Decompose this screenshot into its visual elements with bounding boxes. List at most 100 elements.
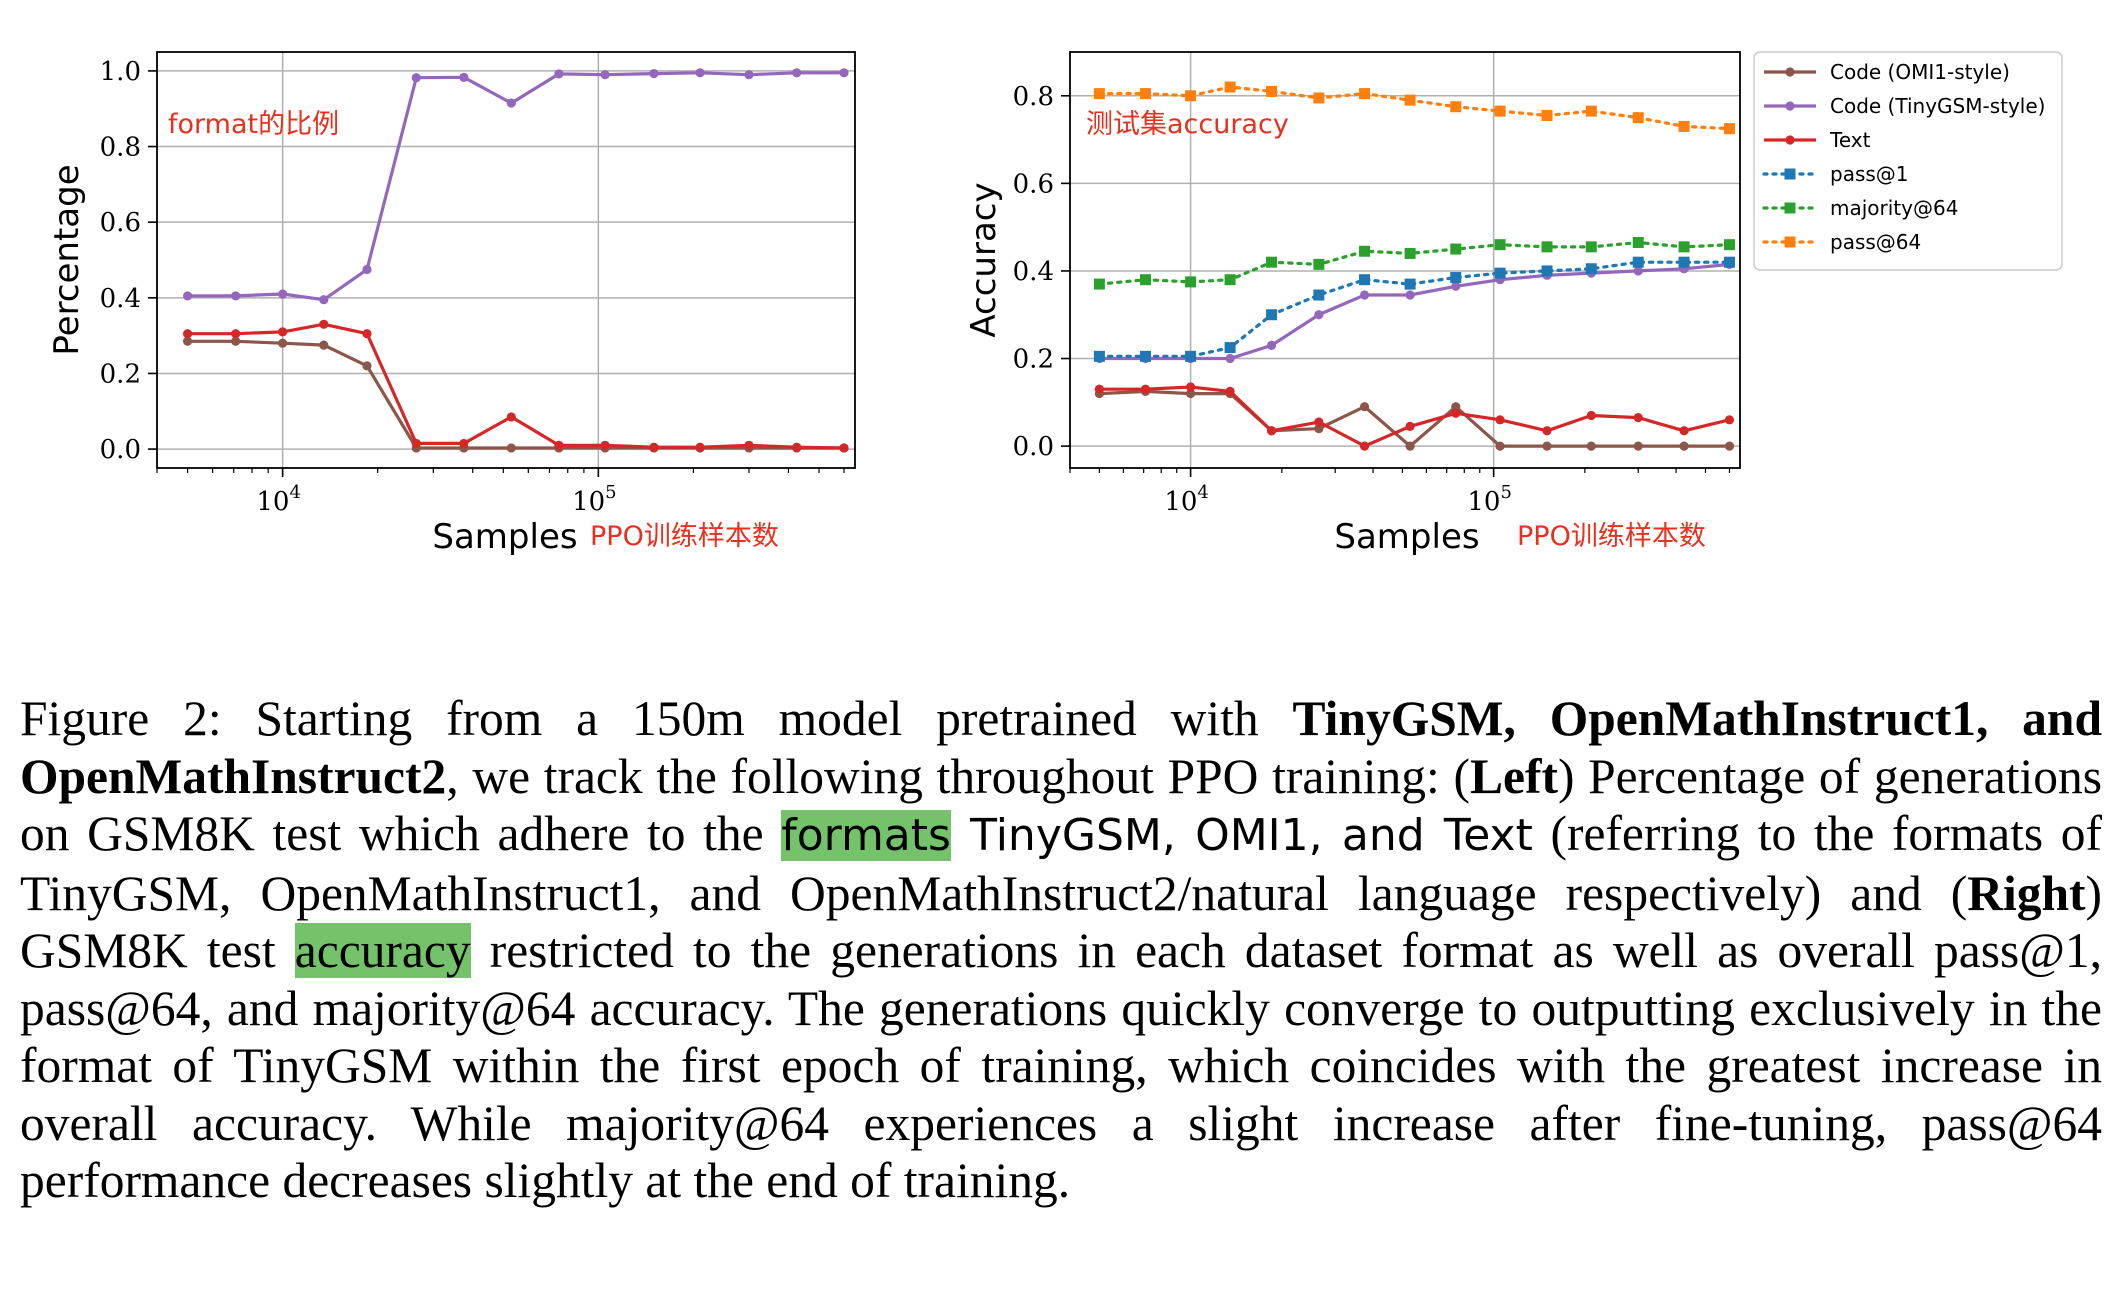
data-point [1405,421,1415,431]
data-point [1541,241,1553,253]
data-point [1495,441,1505,451]
data-point [1185,276,1197,288]
data-point [1451,281,1461,291]
y-tick-label: 0.0 [1013,432,1054,462]
data-point [1359,88,1371,100]
data-point [1140,274,1152,286]
data-point [506,98,516,108]
y-tick-label: 0.2 [100,359,141,389]
caption-text: ) Percentage of generations on GSM8K tes… [20,748,2102,862]
legend-label: Text [1829,128,1871,152]
data-point [1094,384,1104,394]
caption-text: Figure 2: Starting from a 150m model pre… [20,691,1293,746]
legend-label: Code (TinyGSM-style) [1830,94,2045,118]
data-point [1140,384,1151,394]
data-point [459,72,469,82]
data-point [319,340,329,350]
caption-text: , we track the following throughout PPO … [446,748,1470,804]
data-point [1451,408,1461,418]
x-axis-label: Samples [1334,517,1479,557]
data-point [600,440,610,450]
data-point [1494,267,1506,279]
data-point [231,336,241,346]
data-point [1313,92,1325,104]
data-point [1542,441,1552,451]
data-point [839,443,849,453]
data-point [1093,88,1105,100]
series-code-tinygsm-style- [182,68,849,305]
data-point [1633,413,1643,423]
legend-marker [1785,67,1795,77]
data-point [649,68,659,79]
data-point [1723,123,1735,135]
data-point [278,338,288,348]
legend-label: majority@64 [1830,196,1958,220]
data-point [649,442,659,452]
data-point [1140,88,1152,100]
data-point [1633,441,1643,451]
legend-marker [1785,135,1795,145]
legend-label: pass@1 [1830,162,1909,186]
data-point [1541,109,1553,121]
data-point [792,68,802,78]
data-point [411,73,421,83]
data-point [1451,402,1461,412]
y-tick-label: 0.8 [1013,82,1054,112]
data-point [1678,256,1690,268]
data-point [1314,423,1324,434]
data-point [1266,426,1277,436]
legend-label: pass@64 [1830,230,1921,254]
data-point [1404,278,1416,290]
y-tick-label: 1.0 [100,57,141,87]
data-point [1140,350,1152,362]
data-point [1494,105,1506,117]
data-point [1266,309,1278,321]
caption-text: (referring to the formats of TinyGSM, Op… [20,806,2102,921]
chart-annotation: format的比例 [168,109,339,140]
data-point [362,361,372,371]
data-point [1314,417,1324,427]
data-point [1405,441,1415,451]
series-line [187,339,844,450]
data-point [1724,441,1735,451]
data-point [1359,402,1370,412]
legend-marker [1784,202,1796,214]
y-tick-label: 0.8 [100,133,141,163]
series-pass-64 [1093,81,1735,135]
x-axis-label: Samples [432,517,577,557]
y-tick-label: 0.4 [1013,257,1054,287]
data-point [1266,256,1278,268]
caption-datasets: TinyGSM, OpenMathInstruct1, and OpenMath… [20,691,2102,804]
data-point [1450,101,1462,113]
data-point [1224,274,1236,286]
chart-left: 0.0 0.2 0.4 0.6 0.8 1.0 104 105 Percentage Sample… [47,51,856,557]
data-point [744,440,754,450]
data-point [182,291,193,301]
data-point [182,329,193,339]
data-point [1359,245,1371,257]
data-point [1093,278,1105,290]
caption-highlight-accuracy: accuracy [294,923,471,978]
data-point [600,70,610,80]
x-axis-annotation: PPO训练样本数 [1517,521,1706,552]
data-point [278,289,288,299]
series-line [1097,260,1732,358]
legend-marker [1784,168,1796,180]
data-point [1450,272,1462,284]
data-point [1313,289,1325,301]
y-axis-label: Percentage [47,164,87,355]
data-point [506,412,516,422]
data-point [411,438,421,449]
data-point [839,68,849,78]
legend-box [1753,51,2063,271]
data-point [319,295,329,305]
series-pass-1 [1093,256,1735,362]
x-tick-label: 104 [256,482,301,517]
legend-label: Code (OMI1-style) [1830,60,2010,84]
y-tick-label: 0.2 [1013,345,1054,375]
data-point [1266,340,1277,350]
data-point [1585,105,1597,117]
data-point [1678,241,1690,253]
data-point [231,291,241,301]
data-point [1359,290,1370,300]
